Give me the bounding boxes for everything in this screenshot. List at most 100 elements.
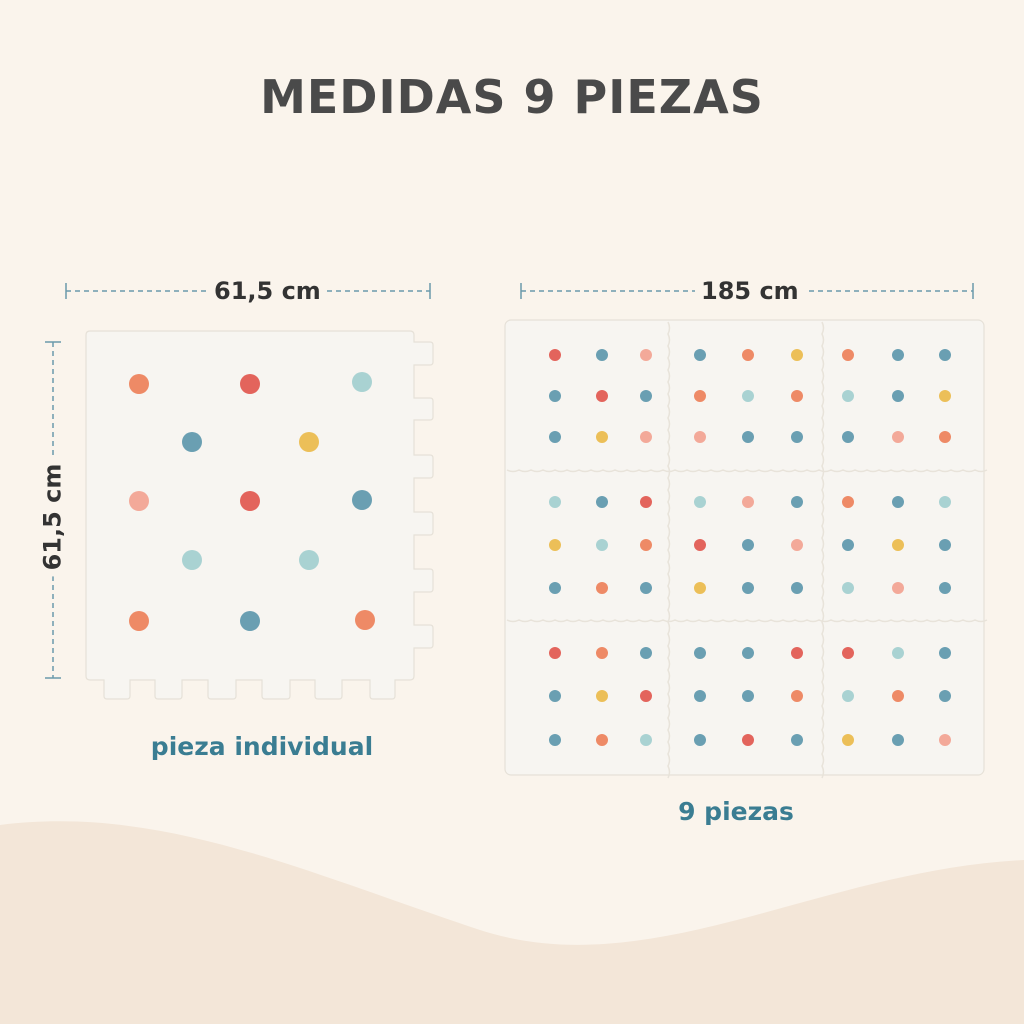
set-dot xyxy=(549,496,561,508)
set-dot xyxy=(939,431,951,443)
single-height-label: 61,5 cm xyxy=(37,457,68,577)
set-dot xyxy=(596,431,608,443)
tile-dot xyxy=(240,374,260,394)
set-dot xyxy=(939,496,951,508)
set-dot xyxy=(640,390,652,402)
tile-dot xyxy=(299,550,319,570)
set-dot xyxy=(596,496,608,508)
tile-dot xyxy=(129,491,149,511)
set-dot xyxy=(842,496,854,508)
set-dot xyxy=(742,690,754,702)
set-dot xyxy=(549,431,561,443)
set-dot xyxy=(939,390,951,402)
set-dot xyxy=(892,539,904,551)
tile-dot xyxy=(352,490,372,510)
set-dot xyxy=(742,390,754,402)
single-height-dimension-line xyxy=(45,341,61,679)
set-dot xyxy=(694,496,706,508)
set-caption: 9 piezas xyxy=(678,797,794,826)
set-dot xyxy=(596,690,608,702)
set-dot xyxy=(549,390,561,402)
set-dot xyxy=(791,349,803,361)
set-dot xyxy=(549,349,561,361)
set-dot xyxy=(842,647,854,659)
tile-dot xyxy=(352,372,372,392)
tile-dot xyxy=(240,611,260,631)
tile-dot xyxy=(355,610,375,630)
tile-dot xyxy=(129,374,149,394)
set-dot xyxy=(694,431,706,443)
set-dot xyxy=(939,582,951,594)
nine-piece-set xyxy=(504,319,988,779)
set-dot xyxy=(791,539,803,551)
set-dot xyxy=(640,734,652,746)
set-dot xyxy=(694,390,706,402)
set-dot xyxy=(791,582,803,594)
set-dot xyxy=(939,349,951,361)
set-dot xyxy=(742,349,754,361)
set-dot xyxy=(892,690,904,702)
set-dot xyxy=(596,734,608,746)
set-dot xyxy=(939,734,951,746)
set-dot xyxy=(640,690,652,702)
set-dot xyxy=(842,582,854,594)
page-title: MEDIDAS 9 PIEZAS xyxy=(260,70,764,124)
tile-dot xyxy=(299,432,319,452)
tile-dot xyxy=(129,611,149,631)
set-dot xyxy=(596,647,608,659)
set-dot xyxy=(694,582,706,594)
single-width-label: 61,5 cm xyxy=(208,276,327,306)
tile-dot xyxy=(182,432,202,452)
set-dot xyxy=(892,390,904,402)
set-dot xyxy=(640,431,652,443)
single-caption: pieza individual xyxy=(150,732,374,761)
set-dot xyxy=(694,647,706,659)
set-dot xyxy=(549,690,561,702)
set-dot xyxy=(596,390,608,402)
set-dot xyxy=(892,431,904,443)
set-dot xyxy=(842,431,854,443)
set-dot xyxy=(640,496,652,508)
set-dot xyxy=(640,539,652,551)
set-dot xyxy=(640,582,652,594)
set-dot xyxy=(791,431,803,443)
set-dot xyxy=(596,349,608,361)
set-dot xyxy=(694,349,706,361)
tile-dot xyxy=(240,491,260,511)
set-dot xyxy=(742,431,754,443)
set-dot xyxy=(791,496,803,508)
set-dot xyxy=(694,539,706,551)
set-dot xyxy=(549,582,561,594)
set-dot xyxy=(596,582,608,594)
set-dot xyxy=(892,734,904,746)
set-dot xyxy=(742,539,754,551)
set-dot xyxy=(742,734,754,746)
set-dot xyxy=(842,690,854,702)
set-dot xyxy=(596,539,608,551)
set-dot xyxy=(549,539,561,551)
set-dot xyxy=(640,349,652,361)
set-dot xyxy=(742,496,754,508)
set-dot xyxy=(892,496,904,508)
set-dot xyxy=(791,690,803,702)
set-dot xyxy=(842,539,854,551)
set-dot xyxy=(549,647,561,659)
set-dot xyxy=(939,647,951,659)
set-dot xyxy=(694,734,706,746)
set-width-label: 185 cm xyxy=(695,276,805,306)
set-dot xyxy=(640,647,652,659)
set-dot xyxy=(939,539,951,551)
set-dot xyxy=(892,349,904,361)
set-dot xyxy=(549,734,561,746)
set-dot xyxy=(791,734,803,746)
set-dot xyxy=(842,734,854,746)
set-dot xyxy=(892,647,904,659)
set-dot xyxy=(892,582,904,594)
set-dot xyxy=(791,390,803,402)
set-dot xyxy=(742,582,754,594)
set-dot xyxy=(742,647,754,659)
set-dot xyxy=(842,349,854,361)
tile-dot xyxy=(182,550,202,570)
